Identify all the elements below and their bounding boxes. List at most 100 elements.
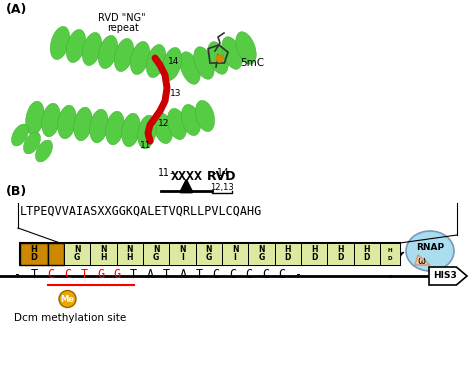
Text: Me: Me <box>61 295 74 304</box>
Ellipse shape <box>94 112 106 137</box>
Text: 12,13: 12,13 <box>210 183 234 192</box>
Ellipse shape <box>167 109 187 140</box>
Text: C: C <box>212 268 219 281</box>
Bar <box>380 243 400 265</box>
Bar <box>117 243 143 265</box>
Ellipse shape <box>42 103 60 137</box>
Text: repeat: repeat <box>107 23 139 33</box>
Text: N: N <box>258 245 265 254</box>
Text: G: G <box>206 254 212 263</box>
Ellipse shape <box>182 104 201 136</box>
Text: 11: 11 <box>140 141 152 150</box>
Text: N: N <box>153 245 159 254</box>
Ellipse shape <box>106 111 124 145</box>
Bar <box>20 243 48 265</box>
Ellipse shape <box>162 47 182 81</box>
Ellipse shape <box>150 47 164 71</box>
Bar <box>48 243 64 265</box>
Text: G: G <box>74 254 80 263</box>
Text: RNAP: RNAP <box>416 244 444 253</box>
Text: N: N <box>74 245 81 254</box>
Bar <box>274 243 301 265</box>
Ellipse shape <box>208 42 228 74</box>
Ellipse shape <box>46 106 58 130</box>
Ellipse shape <box>82 32 102 66</box>
Ellipse shape <box>26 101 45 135</box>
Ellipse shape <box>146 44 166 78</box>
Bar <box>196 243 222 265</box>
Text: D: D <box>337 254 344 263</box>
Text: D: D <box>285 254 291 263</box>
Ellipse shape <box>180 52 200 84</box>
Bar <box>64 243 91 265</box>
Text: H: H <box>311 245 318 254</box>
Ellipse shape <box>166 50 180 74</box>
Ellipse shape <box>30 104 42 128</box>
Text: I: I <box>234 254 237 263</box>
Ellipse shape <box>58 105 76 139</box>
Text: -14: -14 <box>211 168 229 178</box>
Text: 13: 13 <box>170 88 182 97</box>
Text: T: T <box>163 268 170 281</box>
Text: I: I <box>181 254 184 263</box>
Bar <box>143 243 169 265</box>
Text: C: C <box>246 268 253 281</box>
Bar <box>354 243 380 265</box>
Ellipse shape <box>118 41 132 65</box>
Ellipse shape <box>102 38 116 62</box>
Text: (A): (A) <box>6 3 27 16</box>
Ellipse shape <box>114 38 134 72</box>
Ellipse shape <box>122 113 140 147</box>
Text: D: D <box>364 254 370 263</box>
Bar <box>91 243 117 265</box>
Text: H: H <box>100 254 107 263</box>
Text: T: T <box>130 268 137 281</box>
Text: (B): (B) <box>6 185 27 198</box>
Ellipse shape <box>222 37 242 69</box>
Text: 12: 12 <box>158 119 169 128</box>
Text: Dcm methylation site: Dcm methylation site <box>14 313 126 323</box>
Text: -: - <box>14 268 21 281</box>
Ellipse shape <box>11 124 28 146</box>
Bar <box>20 243 400 265</box>
Text: H: H <box>127 254 133 263</box>
Ellipse shape <box>62 108 74 132</box>
Text: T: T <box>196 268 203 281</box>
Ellipse shape <box>73 107 92 141</box>
Text: HIS3: HIS3 <box>433 272 457 280</box>
Text: N: N <box>100 245 107 254</box>
Ellipse shape <box>98 35 118 69</box>
Ellipse shape <box>78 110 90 134</box>
Text: A: A <box>146 268 154 281</box>
Ellipse shape <box>36 140 53 162</box>
Text: H: H <box>284 245 291 254</box>
Ellipse shape <box>236 32 256 64</box>
Text: C: C <box>229 268 236 281</box>
Text: -: - <box>295 268 302 281</box>
Ellipse shape <box>50 26 70 60</box>
Text: D: D <box>30 254 37 263</box>
Text: 14: 14 <box>168 56 179 66</box>
Ellipse shape <box>137 115 156 149</box>
Ellipse shape <box>194 47 214 79</box>
Text: XXXX: XXXX <box>171 170 203 183</box>
Ellipse shape <box>130 41 150 75</box>
Ellipse shape <box>90 109 109 143</box>
Text: 5mC: 5mC <box>240 58 264 68</box>
Bar <box>248 243 274 265</box>
Text: D: D <box>311 254 318 263</box>
Text: 11-: 11- <box>158 168 176 178</box>
Text: RVD: RVD <box>207 170 237 183</box>
Ellipse shape <box>109 114 122 138</box>
Text: N: N <box>179 245 186 254</box>
Ellipse shape <box>134 44 147 68</box>
Text: N: N <box>232 245 238 254</box>
Text: H: H <box>30 245 37 254</box>
Text: A: A <box>180 268 187 281</box>
Text: T: T <box>81 268 88 281</box>
Bar <box>301 243 328 265</box>
Text: H: H <box>337 245 344 254</box>
Text: C: C <box>262 268 269 281</box>
Polygon shape <box>415 255 430 265</box>
Ellipse shape <box>406 231 454 271</box>
